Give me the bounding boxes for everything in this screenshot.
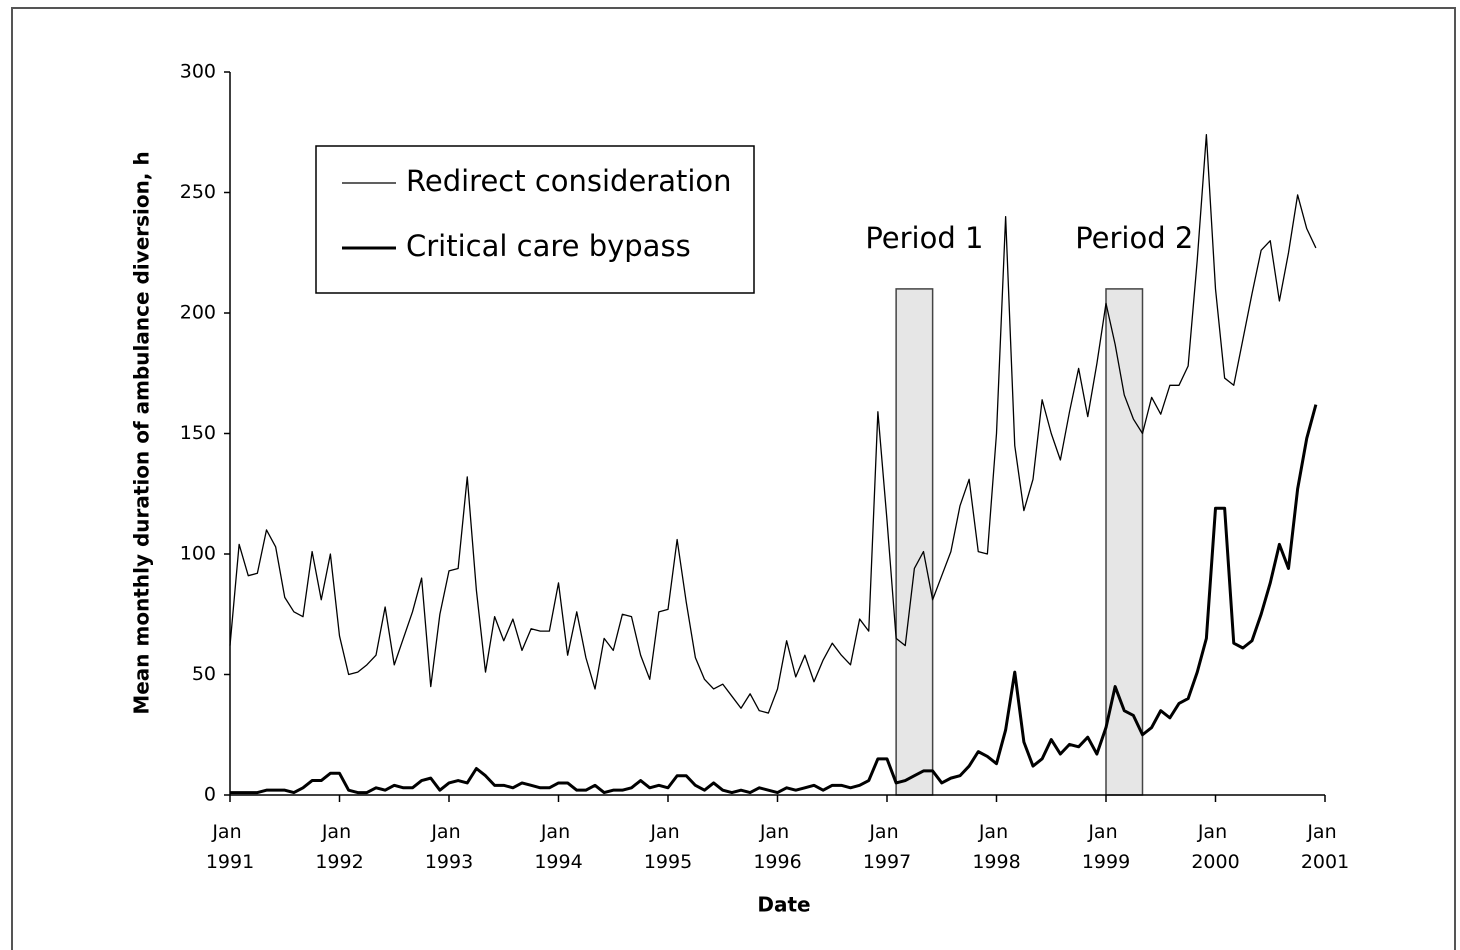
y-tick-label: 150 xyxy=(180,422,216,444)
x-tick-label-line: Jan xyxy=(868,821,904,843)
x-tick-label: Jan 1995 xyxy=(644,821,692,873)
x-tick-label-line: Jan xyxy=(759,821,795,843)
x-tick-label-line: 1992 xyxy=(315,851,363,873)
x-tick-label: Jan 2000 xyxy=(1191,821,1239,873)
y-tick-label: 200 xyxy=(180,302,216,324)
y-tick-label: 0 xyxy=(204,784,216,806)
x-tick-label-line: 1996 xyxy=(753,851,801,873)
series-line xyxy=(229,134,1317,714)
y-axis-label: Mean monthly duration of ambulance diver… xyxy=(130,151,154,714)
x-axis-label: Date xyxy=(757,893,810,917)
y-tick-label: 50 xyxy=(192,663,216,685)
x-tick-label-line: Jan xyxy=(321,821,357,843)
x-tick-label-line: 1995 xyxy=(644,851,692,873)
y-tick-label: 100 xyxy=(180,543,216,565)
x-tick-label-line: Jan xyxy=(1306,821,1342,843)
x-tick-label-line: 1999 xyxy=(1082,851,1130,873)
x-tick-label-line: 1997 xyxy=(863,851,911,873)
x-tick-label-line: Jan xyxy=(540,821,576,843)
period-label: Period 1 xyxy=(865,221,983,255)
y-tick-label: 250 xyxy=(180,181,216,203)
x-tick-label-line: 2000 xyxy=(1191,851,1239,873)
y-tick-label: 300 xyxy=(180,61,216,83)
x-tick-label-line: 1993 xyxy=(425,851,473,873)
x-tick-label-line: Jan xyxy=(649,821,685,843)
frame xyxy=(11,7,1456,950)
series-line xyxy=(230,404,1318,795)
x-tick-label: Jan 1999 xyxy=(1082,821,1130,873)
x-tick-label: Jan 1997 xyxy=(863,821,911,873)
x-tick-label-line: 1994 xyxy=(534,851,582,873)
period-label: Period 2 xyxy=(1075,221,1193,255)
x-tick-label-line: 1998 xyxy=(972,851,1020,873)
x-tick-label-line: 1991 xyxy=(206,851,254,873)
x-tick-label-line: Jan xyxy=(1197,821,1233,843)
x-tick-label-line: Jan xyxy=(211,821,247,843)
x-tick-label: Jan 2001 xyxy=(1301,821,1349,873)
legend-label: Critical care bypass xyxy=(406,229,691,263)
x-tick-label: Jan 1993 xyxy=(425,821,473,873)
legend-box xyxy=(315,145,755,294)
x-tick-label: Jan 1992 xyxy=(315,821,363,873)
legend-label: Redirect consideration xyxy=(406,164,732,198)
x-tick-label-line: Jan xyxy=(430,821,466,843)
x-tick-label-line: 2001 xyxy=(1301,851,1349,873)
x-tick-label-line: Jan xyxy=(978,821,1014,843)
x-tick-label: Jan 1996 xyxy=(753,821,801,873)
x-tick-label: Jan 1994 xyxy=(534,821,582,873)
x-tick-label: Jan 1998 xyxy=(972,821,1020,873)
period-shade xyxy=(895,288,934,796)
x-tick-label-line: Jan xyxy=(1087,821,1123,843)
x-tick-label: Jan 1991 xyxy=(206,821,254,873)
period-shade xyxy=(1105,288,1144,796)
